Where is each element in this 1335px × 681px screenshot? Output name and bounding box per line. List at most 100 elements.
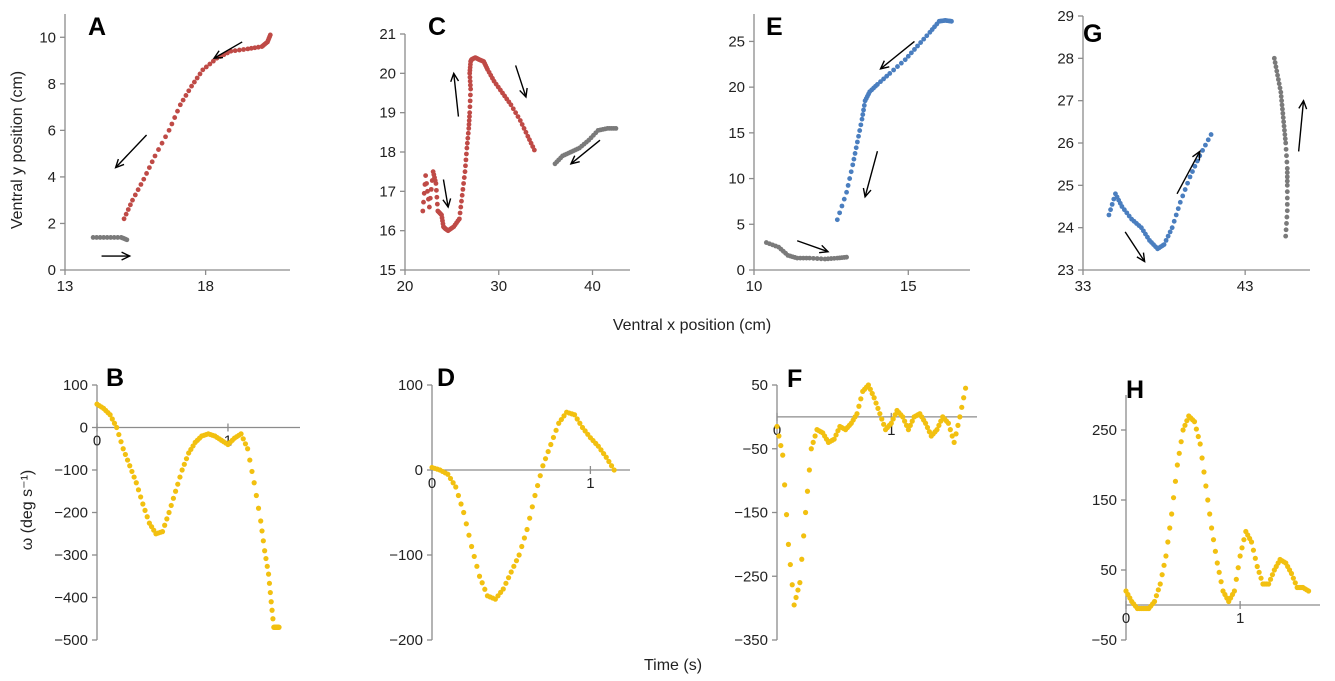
data-point xyxy=(814,256,820,261)
x-axis-title-top: Ventral x position (cm) xyxy=(613,317,771,334)
data-point xyxy=(240,436,246,442)
data-point xyxy=(135,487,142,493)
data-point xyxy=(1250,547,1257,553)
data-point xyxy=(131,474,137,480)
data-point xyxy=(238,431,244,437)
data-point xyxy=(1185,180,1190,186)
data-point xyxy=(464,145,470,151)
data-point xyxy=(1190,169,1195,174)
data-point xyxy=(877,411,883,417)
data-point xyxy=(831,436,837,442)
data-point xyxy=(912,47,917,52)
data-point xyxy=(1208,525,1215,531)
data-point xyxy=(97,235,103,240)
data-point xyxy=(903,422,910,428)
data-point xyxy=(1178,439,1184,445)
y-tick-label: 21 xyxy=(379,26,396,43)
y-tick-label: −100 xyxy=(389,547,423,564)
data-point xyxy=(1218,579,1224,585)
data-point xyxy=(811,255,816,261)
data-point xyxy=(456,216,462,222)
y-tick-label: 150 xyxy=(1092,492,1117,509)
data-point xyxy=(124,237,130,243)
data-point xyxy=(127,202,133,208)
data-point xyxy=(1214,560,1220,566)
x-tick-label: 15 xyxy=(900,278,917,295)
data-point xyxy=(241,47,246,52)
data-point xyxy=(177,102,183,108)
data-point xyxy=(924,33,930,39)
data-point xyxy=(270,616,276,622)
series-1 xyxy=(94,401,282,630)
data-point xyxy=(1284,214,1290,220)
data-point xyxy=(264,563,270,569)
arrow-head xyxy=(450,71,460,83)
data-point xyxy=(463,163,468,169)
direction-arrow xyxy=(514,65,527,98)
data-point xyxy=(468,86,474,92)
data-point xyxy=(1282,127,1287,133)
data-point xyxy=(1258,575,1264,581)
data-point xyxy=(1284,178,1290,184)
direction-arrow xyxy=(880,40,915,70)
x-tick-label: 1 xyxy=(1236,610,1244,627)
y-tick-label: −350 xyxy=(734,632,768,649)
panel-D: 100 0 −100 −200 0 1 D xyxy=(389,364,630,649)
data-point xyxy=(1282,136,1288,142)
y-tick-label: 26 xyxy=(1057,135,1074,152)
data-point xyxy=(260,538,266,544)
data-point xyxy=(1109,201,1115,207)
data-point xyxy=(856,403,862,409)
data-point xyxy=(1281,119,1287,125)
data-point xyxy=(466,122,472,127)
data-point xyxy=(892,412,898,418)
data-point xyxy=(1210,537,1217,543)
y-tick-label: −400 xyxy=(54,590,88,607)
data-point xyxy=(467,98,473,104)
data-point xyxy=(1199,455,1205,461)
data-point xyxy=(258,518,264,524)
data-point xyxy=(461,181,466,186)
data-point xyxy=(900,414,906,420)
data-point xyxy=(1197,441,1203,447)
data-point xyxy=(116,431,122,438)
data-point xyxy=(857,128,863,133)
data-point xyxy=(806,467,812,473)
series-2 xyxy=(1271,55,1290,239)
data-point xyxy=(1203,142,1208,148)
data-point xyxy=(936,422,942,428)
y-tick-label: −200 xyxy=(389,632,423,649)
data-point xyxy=(527,515,533,521)
y-tick-label: −50 xyxy=(743,441,768,458)
data-point xyxy=(168,502,174,509)
data-point xyxy=(170,495,176,501)
data-point xyxy=(1167,525,1173,531)
data-point xyxy=(166,127,172,133)
data-point xyxy=(529,504,535,510)
data-point xyxy=(144,171,149,176)
panel-label: F xyxy=(787,365,802,393)
y-tick-label: 16 xyxy=(379,223,396,240)
x-tick-label: 33 xyxy=(1075,278,1092,295)
y-tick-label: −100 xyxy=(54,462,88,479)
data-point xyxy=(947,427,953,433)
x-tick-label: 0 xyxy=(428,475,436,492)
data-point xyxy=(875,82,880,87)
data-point xyxy=(837,210,843,216)
data-point xyxy=(851,156,857,162)
data-point xyxy=(835,428,841,434)
y-tick-label: 0 xyxy=(48,262,56,279)
data-point xyxy=(890,416,896,422)
data-point xyxy=(852,151,858,156)
data-point xyxy=(613,125,619,131)
data-point xyxy=(887,71,893,76)
direction-arrow xyxy=(570,139,601,165)
data-point xyxy=(853,145,859,151)
data-point xyxy=(905,427,912,433)
data-point xyxy=(1284,170,1290,176)
data-point xyxy=(458,204,464,210)
data-point xyxy=(1212,548,1218,554)
data-point xyxy=(479,580,485,586)
